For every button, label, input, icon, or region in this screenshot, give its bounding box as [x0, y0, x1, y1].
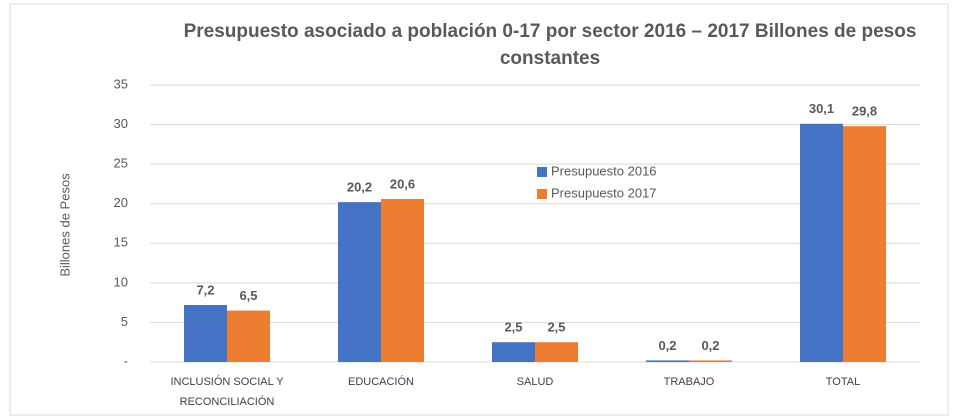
- value-label: 29,8: [852, 104, 877, 119]
- value-label: 6,5: [239, 288, 257, 303]
- value-label: 20,2: [347, 180, 372, 195]
- legend-swatch: [537, 189, 547, 199]
- value-label: 30,1: [809, 101, 834, 116]
- bar: [689, 360, 732, 362]
- value-label: 2,5: [504, 320, 522, 335]
- y-tick-label: 30: [114, 116, 128, 131]
- value-label: 20,6: [390, 176, 415, 191]
- y-tick-label: 15: [114, 235, 128, 250]
- value-label: 0,2: [701, 338, 719, 353]
- legend-label: Presupuesto 2016: [551, 163, 657, 178]
- y-tick-label: 35: [114, 76, 128, 91]
- x-tick-label: SALUD: [516, 376, 554, 388]
- bar: [843, 126, 886, 362]
- bar: [800, 123, 843, 362]
- x-tick-label: TOTAL: [825, 376, 861, 388]
- y-tick-label: 25: [114, 156, 128, 171]
- y-tick-label: 10: [114, 274, 128, 289]
- y-tick-label: 20: [114, 195, 128, 210]
- bar: [227, 310, 270, 362]
- x-tick-label: INCLUSIÓN SOCIAL Y RECONCILIACIÓN: [170, 376, 284, 408]
- chart-border: [9, 3, 949, 416]
- bar: [338, 202, 381, 362]
- chart-title: Presupuesto asociado a población 0-17 po…: [183, 21, 917, 69]
- x-tick-label: TRABAJO: [663, 376, 715, 388]
- legend-label: Presupuesto 2017: [551, 185, 657, 200]
- bar: [535, 342, 578, 362]
- x-tick-label: EDUCACIÓN: [347, 376, 414, 388]
- bar: [381, 198, 424, 362]
- legend-swatch: [537, 167, 547, 177]
- value-label: 0,2: [658, 338, 676, 353]
- bar: [492, 342, 535, 362]
- value-label: 2,5: [547, 320, 565, 335]
- bar: [646, 360, 689, 362]
- bar: [184, 305, 227, 362]
- y-tick-label: 5: [121, 314, 128, 329]
- value-label: 7,2: [196, 282, 214, 297]
- y-axis-label: Billones de Pesos: [57, 173, 72, 277]
- y-tick-label: -: [124, 353, 128, 368]
